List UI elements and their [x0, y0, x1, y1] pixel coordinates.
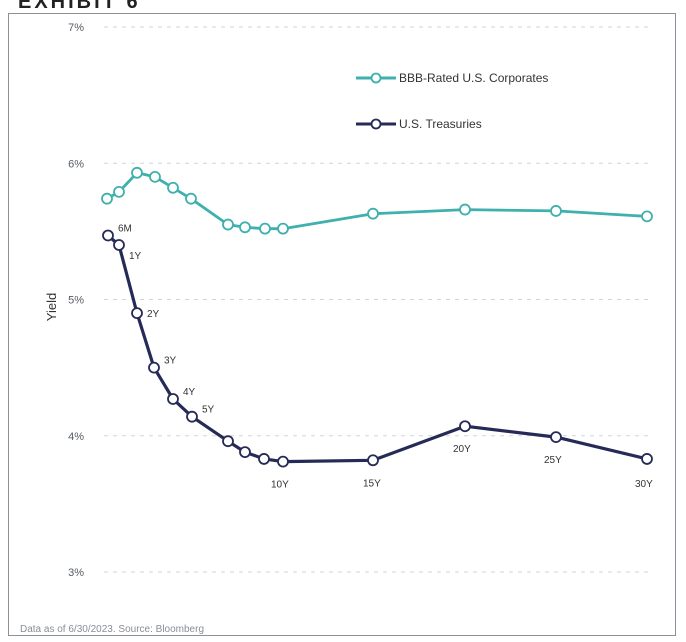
point-labels: 6M 1Y 2Y 3Y 4Y 5Y 10Y 15Y 20Y 25Y 30Y [118, 223, 653, 490]
data-point-corporates [459, 203, 471, 216]
point-label: 5Y [202, 405, 215, 416]
point-label: 25Y [544, 455, 562, 466]
exhibit-title: EXHIBIT 6 [18, 0, 141, 13]
point-label: 15Y [363, 478, 381, 489]
data-point-treasuries [167, 393, 179, 405]
y-tick-label: 4% [68, 431, 84, 443]
legend-marker-treasuries [370, 118, 382, 130]
data-point-treasuries [239, 446, 251, 459]
series-line-treasuries [106, 234, 648, 464]
data-point-corporates [550, 205, 562, 217]
data-point-corporates [277, 222, 289, 235]
chart-frame [8, 13, 676, 636]
data-point-treasuries [113, 239, 125, 251]
point-label: 30Y [635, 479, 653, 490]
data-point-corporates [101, 192, 113, 205]
data-point-corporates [222, 218, 234, 231]
series-group [101, 166, 653, 468]
point-label: 3Y [164, 356, 177, 367]
y-tick-label: 7% [68, 22, 84, 34]
data-point-treasuries [550, 431, 562, 444]
data-point-treasuries [258, 453, 270, 465]
data-point-treasuries [367, 454, 379, 467]
data-point-corporates [149, 170, 161, 183]
data-point-corporates [131, 166, 143, 179]
source-footnote: Data as of 6/30/2023. Source: Bloomberg [20, 624, 205, 635]
y-tick-label: 3% [68, 567, 84, 579]
gridlines [104, 26, 652, 573]
y-tick-label: 6% [68, 158, 84, 170]
legend-marker-corporates [370, 72, 382, 84]
data-point-corporates [259, 222, 271, 235]
data-point-treasuries [186, 410, 198, 423]
data-point-corporates [239, 221, 251, 234]
data-point-corporates [185, 192, 197, 205]
point-label: 10Y [271, 480, 289, 491]
data-point-treasuries [277, 455, 289, 468]
data-point-treasuries [222, 435, 234, 448]
data-point-treasuries [131, 307, 143, 320]
data-point-treasuries [641, 453, 653, 465]
data-point-corporates [167, 181, 179, 194]
data-point-treasuries [459, 420, 471, 433]
point-label: 4Y [183, 387, 196, 398]
point-label: 20Y [453, 444, 471, 455]
legend-label-treasuries: U.S. Treasuries [399, 117, 482, 131]
data-point-corporates [113, 185, 125, 198]
point-label: 2Y [147, 309, 160, 320]
data-point-treasuries [148, 361, 160, 374]
y-axis-label: Yield [44, 293, 59, 321]
data-point-corporates [367, 207, 379, 220]
y-tick-label: 5% [68, 295, 84, 307]
legend-label-corporates: BBB-Rated U.S. Corporates [399, 71, 548, 85]
legend: BBB-Rated U.S. Corporates U.S. Treasurie… [356, 71, 548, 131]
point-label: 1Y [129, 251, 142, 262]
point-label: 6M [118, 223, 132, 234]
data-point-corporates [641, 210, 653, 223]
data-point-treasuries [102, 229, 114, 242]
y-axis-ticks: 3% 4% 5% 6% 7% [68, 22, 84, 579]
